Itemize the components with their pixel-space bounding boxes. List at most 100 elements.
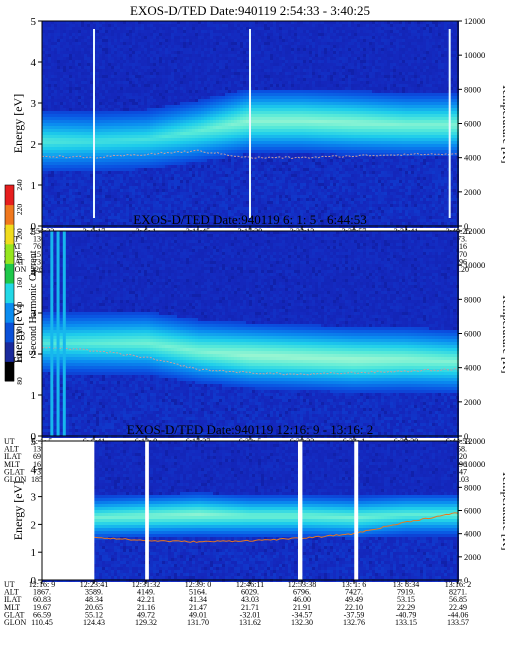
spectrogram-cell: [126, 60, 129, 63]
spectrogram-cell: [177, 141, 180, 144]
spectrogram-cell: [138, 93, 141, 96]
spectrogram-cell: [90, 204, 93, 207]
spectrogram-cell: [162, 72, 165, 75]
spectrogram-cell: [60, 36, 63, 39]
spectrogram-cell: [165, 195, 168, 198]
spectrogram-cell: [66, 69, 69, 72]
spectrogram-cell: [84, 75, 87, 78]
spectrogram-cell: [126, 141, 129, 144]
spectrogram-cell: [84, 180, 87, 183]
spectrogram-cell: [69, 108, 72, 111]
spectrogram-cell: [105, 57, 108, 60]
spectrogram-cell: [63, 69, 66, 72]
spectrogram-cell: [99, 96, 102, 99]
spectrogram-cell: [171, 168, 174, 171]
spectrogram-cell: [159, 132, 162, 135]
spectrogram-cell: [72, 45, 75, 48]
spectrogram-cell: [102, 120, 105, 123]
spectrogram-cell: [108, 213, 111, 216]
spectrogram-cell: [177, 147, 180, 150]
spectrogram-cell: [51, 198, 54, 201]
spectrogram-cell: [147, 156, 150, 159]
spectrogram-cell: [111, 219, 114, 222]
spectrogram-cell: [66, 96, 69, 99]
spectrogram-cell: [168, 51, 171, 54]
spectrogram-cell: [120, 195, 123, 198]
spectrogram-cell: [105, 219, 108, 222]
spectrogram-cell: [63, 159, 66, 162]
spectrogram-cell: [114, 108, 117, 111]
spectrogram-cell: [180, 117, 183, 120]
spectrogram-cell: [72, 129, 75, 132]
spectrogram-cell: [117, 81, 120, 84]
spectrogram-cell: [75, 117, 78, 120]
spectrogram-cell: [117, 168, 120, 171]
spectrogram-cell: [105, 90, 108, 93]
spectrogram-cell: [81, 105, 84, 108]
spectrogram-cell: [144, 120, 147, 123]
spectrogram-cell: [168, 102, 171, 105]
spectrogram-cell: [75, 87, 78, 90]
spectrogram-cell: [81, 108, 84, 111]
spectrogram-cell: [174, 36, 177, 39]
spectrogram-cell: [51, 183, 54, 186]
spectrogram-cell: [132, 75, 135, 78]
spectrogram-cell: [87, 105, 90, 108]
spectrogram-cell: [81, 42, 84, 45]
spectrogram-cell: [129, 222, 132, 225]
spectrogram-cell: [63, 147, 66, 150]
spectrogram-cell: [159, 147, 162, 150]
spectrogram-cell: [99, 60, 102, 63]
spectrogram-cell: [90, 126, 93, 129]
spectrogram-cell: [162, 126, 165, 129]
spectrogram-cell: [183, 159, 186, 162]
spectrogram-cell: [54, 39, 57, 42]
spectrogram-cell: [180, 48, 183, 51]
spectrogram-cell: [81, 135, 84, 138]
spectrogram-cell: [87, 174, 90, 177]
spectrogram-cell: [102, 222, 105, 225]
spectrogram-cell: [180, 99, 183, 102]
spectrogram-cell: [168, 165, 171, 168]
spectrogram-cell: [147, 78, 150, 81]
spectrogram-cell: [153, 198, 156, 201]
spectrogram-cell: [120, 192, 123, 195]
spectrogram-cell: [57, 111, 60, 114]
spectrogram-cell: [168, 195, 171, 198]
spectrogram-cell: [174, 183, 177, 186]
spectrogram-cell: [45, 111, 48, 114]
spectrogram-cell: [138, 24, 141, 27]
spectrogram-cell: [78, 168, 81, 171]
spectrogram-cell: [48, 192, 51, 195]
spectrogram-cell: [66, 180, 69, 183]
spectrogram-cell: [144, 195, 147, 198]
spectrogram-cell: [96, 72, 99, 75]
spectrogram-cell: [159, 195, 162, 198]
spectrogram-cell: [156, 108, 159, 111]
spectrogram-cell: [114, 123, 117, 126]
spectrogram-cell: [63, 75, 66, 78]
spectrogram-cell: [84, 51, 87, 54]
spectrogram-cell: [54, 51, 57, 54]
spectrogram-cell: [135, 201, 138, 204]
spectrogram-cell: [171, 66, 174, 69]
spectrogram-cell: [66, 159, 69, 162]
spectrogram-cell: [165, 81, 168, 84]
spectrogram-cell: [111, 45, 114, 48]
spectrogram-cell: [126, 108, 129, 111]
spectrogram-cell: [162, 30, 165, 33]
spectrogram-cell: [186, 144, 189, 147]
spectrogram-cell: [66, 150, 69, 153]
spectrogram-cell: [81, 207, 84, 210]
spectrogram-cell: [129, 195, 132, 198]
spectrogram-cell: [123, 162, 126, 165]
spectrogram-cell: [177, 78, 180, 81]
spectrogram-cell: [75, 168, 78, 171]
spectrogram-cell: [162, 201, 165, 204]
spectrogram-cell: [84, 33, 87, 36]
spectrogram-cell: [144, 78, 147, 81]
spectrogram-cell: [126, 156, 129, 159]
spectrogram-cell: [99, 120, 102, 123]
spectrogram-cell: [54, 159, 57, 162]
spectrogram-cell: [132, 66, 135, 69]
